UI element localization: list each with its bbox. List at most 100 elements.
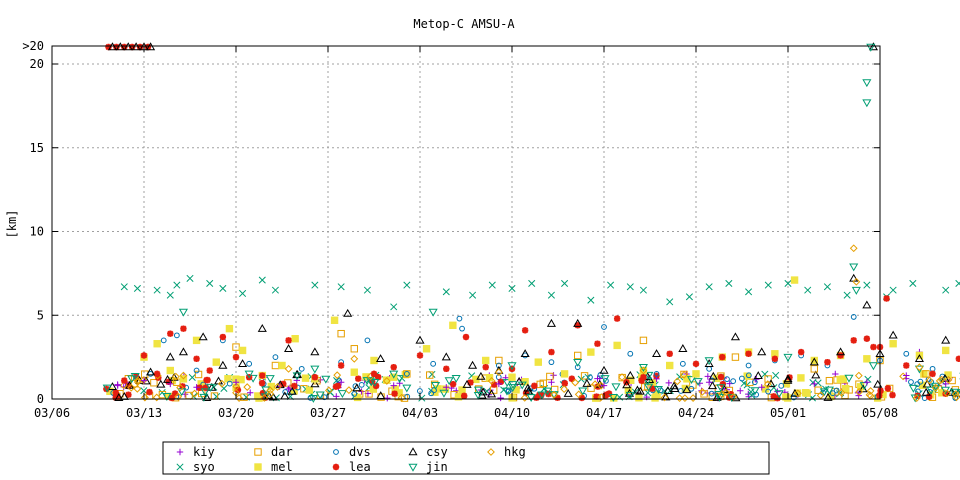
dar-point bbox=[639, 336, 648, 345]
syo-point bbox=[469, 291, 477, 299]
lea-point bbox=[460, 392, 468, 400]
csy-point bbox=[486, 389, 497, 398]
mel-point bbox=[291, 335, 299, 343]
lea-point bbox=[533, 394, 540, 401]
mel-point bbox=[254, 392, 262, 400]
lea-point bbox=[884, 385, 892, 392]
mel-point bbox=[395, 389, 403, 397]
lea-point bbox=[521, 327, 529, 334]
mel-point bbox=[353, 393, 362, 402]
kiy-point bbox=[811, 380, 818, 388]
csy-point bbox=[162, 374, 173, 383]
lea-point bbox=[531, 382, 538, 390]
lea-point bbox=[168, 394, 175, 402]
jin-point bbox=[310, 365, 320, 374]
lea-point bbox=[640, 374, 647, 381]
csy-point bbox=[563, 388, 573, 397]
csy-point bbox=[178, 347, 188, 356]
lea-overflow-point bbox=[113, 43, 120, 51]
dvs-point bbox=[495, 362, 502, 369]
lea-point bbox=[482, 363, 489, 371]
jin-point bbox=[402, 384, 412, 393]
mel-point bbox=[485, 373, 494, 382]
syo-point bbox=[271, 286, 279, 294]
csy-point bbox=[708, 371, 718, 380]
jin-point bbox=[693, 378, 703, 387]
csy-point bbox=[625, 370, 635, 379]
lea-point bbox=[180, 325, 187, 332]
jin-point bbox=[600, 375, 610, 384]
dvs-point bbox=[298, 365, 305, 372]
y-tick-label: 20 bbox=[30, 57, 44, 71]
dvs-point bbox=[653, 370, 660, 377]
syo-point bbox=[745, 288, 753, 296]
dvs-point bbox=[173, 332, 180, 339]
legend-label-syo: syo bbox=[193, 460, 215, 474]
jin-point bbox=[914, 365, 924, 374]
mel-point bbox=[666, 361, 674, 370]
syo-point bbox=[764, 281, 772, 289]
jin-point bbox=[638, 363, 648, 372]
csy-point bbox=[635, 386, 645, 395]
hkg-point bbox=[127, 383, 136, 392]
kiy-point bbox=[181, 391, 189, 398]
dvs-point bbox=[147, 370, 154, 377]
lea-point bbox=[490, 381, 498, 388]
jin-point bbox=[370, 379, 380, 387]
y-tick-label: >20 bbox=[22, 39, 44, 53]
hkg-point bbox=[574, 390, 583, 399]
lea-point bbox=[167, 330, 174, 337]
lea-point bbox=[375, 373, 382, 381]
jin-point bbox=[517, 381, 527, 390]
lea-point bbox=[121, 377, 128, 384]
mel-point bbox=[839, 375, 848, 383]
hkg-point bbox=[397, 393, 406, 402]
hkg-point bbox=[266, 389, 275, 398]
hkg-point bbox=[935, 376, 944, 385]
syo-point bbox=[390, 303, 398, 311]
syo-point bbox=[909, 279, 917, 287]
csy-point bbox=[914, 354, 924, 362]
jin-point bbox=[265, 375, 275, 384]
hkg-point bbox=[793, 389, 802, 398]
dar-point bbox=[764, 375, 772, 383]
jin-point bbox=[653, 386, 663, 394]
jin-point bbox=[162, 393, 172, 401]
jin-point bbox=[244, 370, 254, 379]
lea-point bbox=[171, 390, 179, 397]
mel-point bbox=[422, 345, 431, 353]
lea-point bbox=[449, 380, 457, 388]
mel-point bbox=[889, 340, 897, 348]
dvs-point bbox=[908, 379, 914, 385]
dvs-point bbox=[548, 359, 555, 366]
jin-point bbox=[127, 375, 137, 384]
y-tick-label: 0 bbox=[37, 392, 44, 406]
lea-point bbox=[649, 385, 656, 392]
csy-point bbox=[292, 370, 303, 378]
hkg-point bbox=[675, 394, 684, 403]
jin-point bbox=[206, 383, 216, 392]
dar-point bbox=[403, 370, 411, 378]
csy-point bbox=[582, 378, 592, 387]
lea-point bbox=[153, 370, 161, 378]
csy-point bbox=[156, 379, 166, 388]
hkg-point bbox=[333, 371, 342, 380]
dvs-point bbox=[903, 350, 910, 357]
kiy-point bbox=[193, 384, 200, 391]
dar-point bbox=[587, 384, 595, 392]
hkg-point bbox=[943, 389, 951, 398]
dar-point bbox=[546, 372, 554, 381]
syo-point bbox=[561, 279, 569, 287]
dvs-point bbox=[738, 375, 745, 382]
x-tick-label: 04/17 bbox=[586, 406, 622, 420]
mel-point bbox=[938, 389, 946, 397]
dvs-point bbox=[246, 360, 253, 367]
mel-point bbox=[942, 346, 950, 355]
lea-point bbox=[770, 393, 777, 400]
lea-point bbox=[234, 386, 242, 394]
jin-point bbox=[178, 308, 188, 317]
syo-point bbox=[483, 387, 491, 395]
mel-point bbox=[441, 385, 450, 393]
kiy-point bbox=[903, 372, 910, 379]
legend-marker-hkg bbox=[487, 448, 495, 456]
